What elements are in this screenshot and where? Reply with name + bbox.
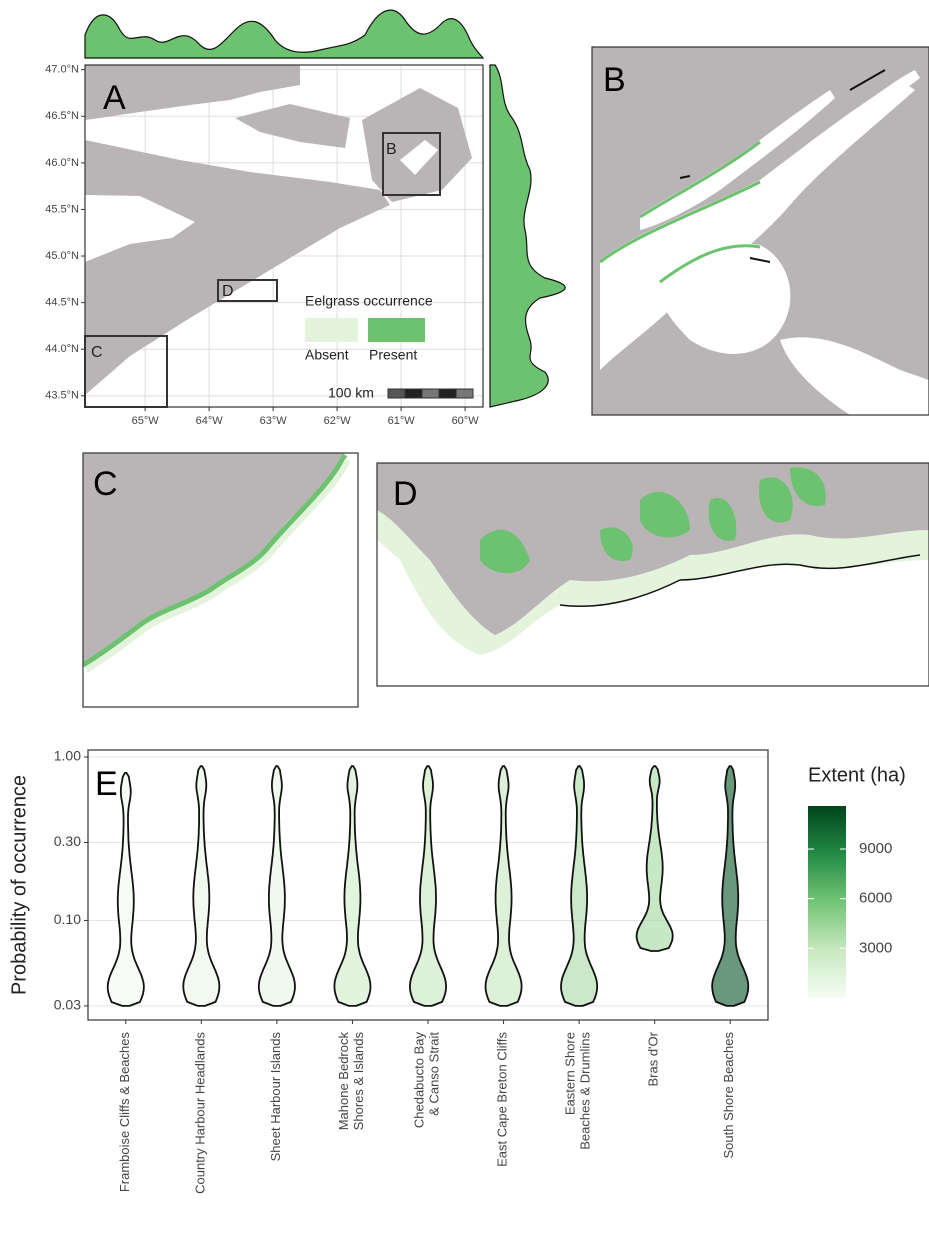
- x-tick-label: Eastern ShoreBeaches & Drumlins: [563, 1032, 593, 1150]
- x-tick-label-line: Beaches & Drumlins: [578, 1032, 593, 1150]
- y-tick-label: 0.03: [54, 997, 81, 1013]
- colorbar-label: 9000: [859, 840, 892, 857]
- y-tick-label: 45.5°N: [45, 203, 79, 215]
- inset-label: C: [91, 344, 103, 361]
- y-tick-label: 1.00: [54, 748, 81, 764]
- legend-label: Present: [369, 347, 417, 363]
- legend-label: Absent: [305, 347, 349, 363]
- x-tick-label: 63°W: [260, 415, 288, 427]
- y-tick-label: 43.5°N: [45, 390, 79, 402]
- inset-label: B: [386, 141, 397, 158]
- map-d: [377, 463, 929, 686]
- x-tick-label-line: Sheet Harbour Islands: [268, 1032, 283, 1162]
- x-tick-label: East Cape Breton Cliffs: [495, 1032, 510, 1167]
- y-tick-label: 47.0°N: [45, 64, 79, 76]
- y-tick-label: 44.0°N: [45, 343, 79, 355]
- x-tick-label-line: Eastern Shore: [563, 1032, 578, 1115]
- x-tick-label: South Shore Beaches: [722, 1032, 737, 1159]
- colorbar-label: 3000: [859, 939, 892, 956]
- y-tick-label: 46.0°N: [45, 157, 79, 169]
- y-tick-label: 0.30: [54, 833, 81, 849]
- y-tick-label: 44.5°N: [45, 297, 79, 309]
- y-tick-label: 46.5°N: [45, 110, 79, 122]
- x-tick-label-line: South Shore Beaches: [722, 1032, 737, 1159]
- x-tick-label: 61°W: [388, 415, 416, 427]
- map-b: [592, 47, 929, 415]
- x-tick-label: 62°W: [324, 415, 352, 427]
- y-tick-label: 0.10: [54, 911, 81, 927]
- panel-label: C: [93, 465, 118, 503]
- colorbar-title: Extent (ha): [808, 764, 906, 786]
- x-tick-label: 64°W: [196, 415, 224, 427]
- x-tick-label-line: Framboise Cliffs & Beaches: [117, 1032, 132, 1193]
- inset-label: D: [222, 283, 234, 300]
- right-density: [490, 65, 565, 407]
- x-tick-label: 60°W: [452, 415, 480, 427]
- panel-label: E: [95, 765, 118, 803]
- x-tick-label: Mahone BedrockShores & Islands: [336, 1032, 366, 1131]
- scale-bar: [388, 389, 473, 398]
- x-tick-label: Country Harbour Headlands: [193, 1032, 208, 1194]
- legend-title: Eelgrass occurrence: [305, 293, 433, 309]
- x-tick-label-line: Chedabucto Bay: [412, 1032, 427, 1129]
- x-tick-label-line: & Canso Strait: [427, 1032, 442, 1116]
- x-tick-label-line: Shores & Islands: [351, 1032, 366, 1131]
- map-c: [83, 453, 358, 707]
- top-density: [85, 10, 483, 58]
- map-a: [85, 65, 483, 407]
- colorbar-label: 6000: [859, 890, 892, 907]
- legend-swatch: [368, 318, 425, 342]
- panel-label: B: [603, 61, 626, 99]
- panel-label: D: [393, 475, 418, 513]
- x-tick-label: Chedabucto Bay& Canso Strait: [412, 1032, 442, 1129]
- x-tick-label: Bras d'Or: [646, 1031, 661, 1086]
- y-axis-title: Probability of occurrence: [8, 775, 30, 995]
- x-tick-label: 65°W: [132, 415, 160, 427]
- colorbar: [808, 806, 846, 998]
- x-tick-label-line: Mahone Bedrock: [336, 1032, 351, 1131]
- x-tick-label-line: Bras d'Or: [646, 1031, 661, 1086]
- figure: B C D A Eelgrass occurrence Absent Prese…: [0, 0, 929, 1253]
- x-tick-label: Sheet Harbour Islands: [268, 1032, 283, 1162]
- panel-label: A: [103, 79, 126, 117]
- x-tick-label: Framboise Cliffs & Beaches: [117, 1032, 132, 1193]
- y-tick-label: 45.0°N: [45, 250, 79, 262]
- scale-bar-label: 100 km: [328, 385, 374, 401]
- legend-swatch: [305, 318, 358, 342]
- x-tick-label-line: East Cape Breton Cliffs: [495, 1032, 510, 1167]
- x-tick-label-line: Country Harbour Headlands: [193, 1032, 208, 1194]
